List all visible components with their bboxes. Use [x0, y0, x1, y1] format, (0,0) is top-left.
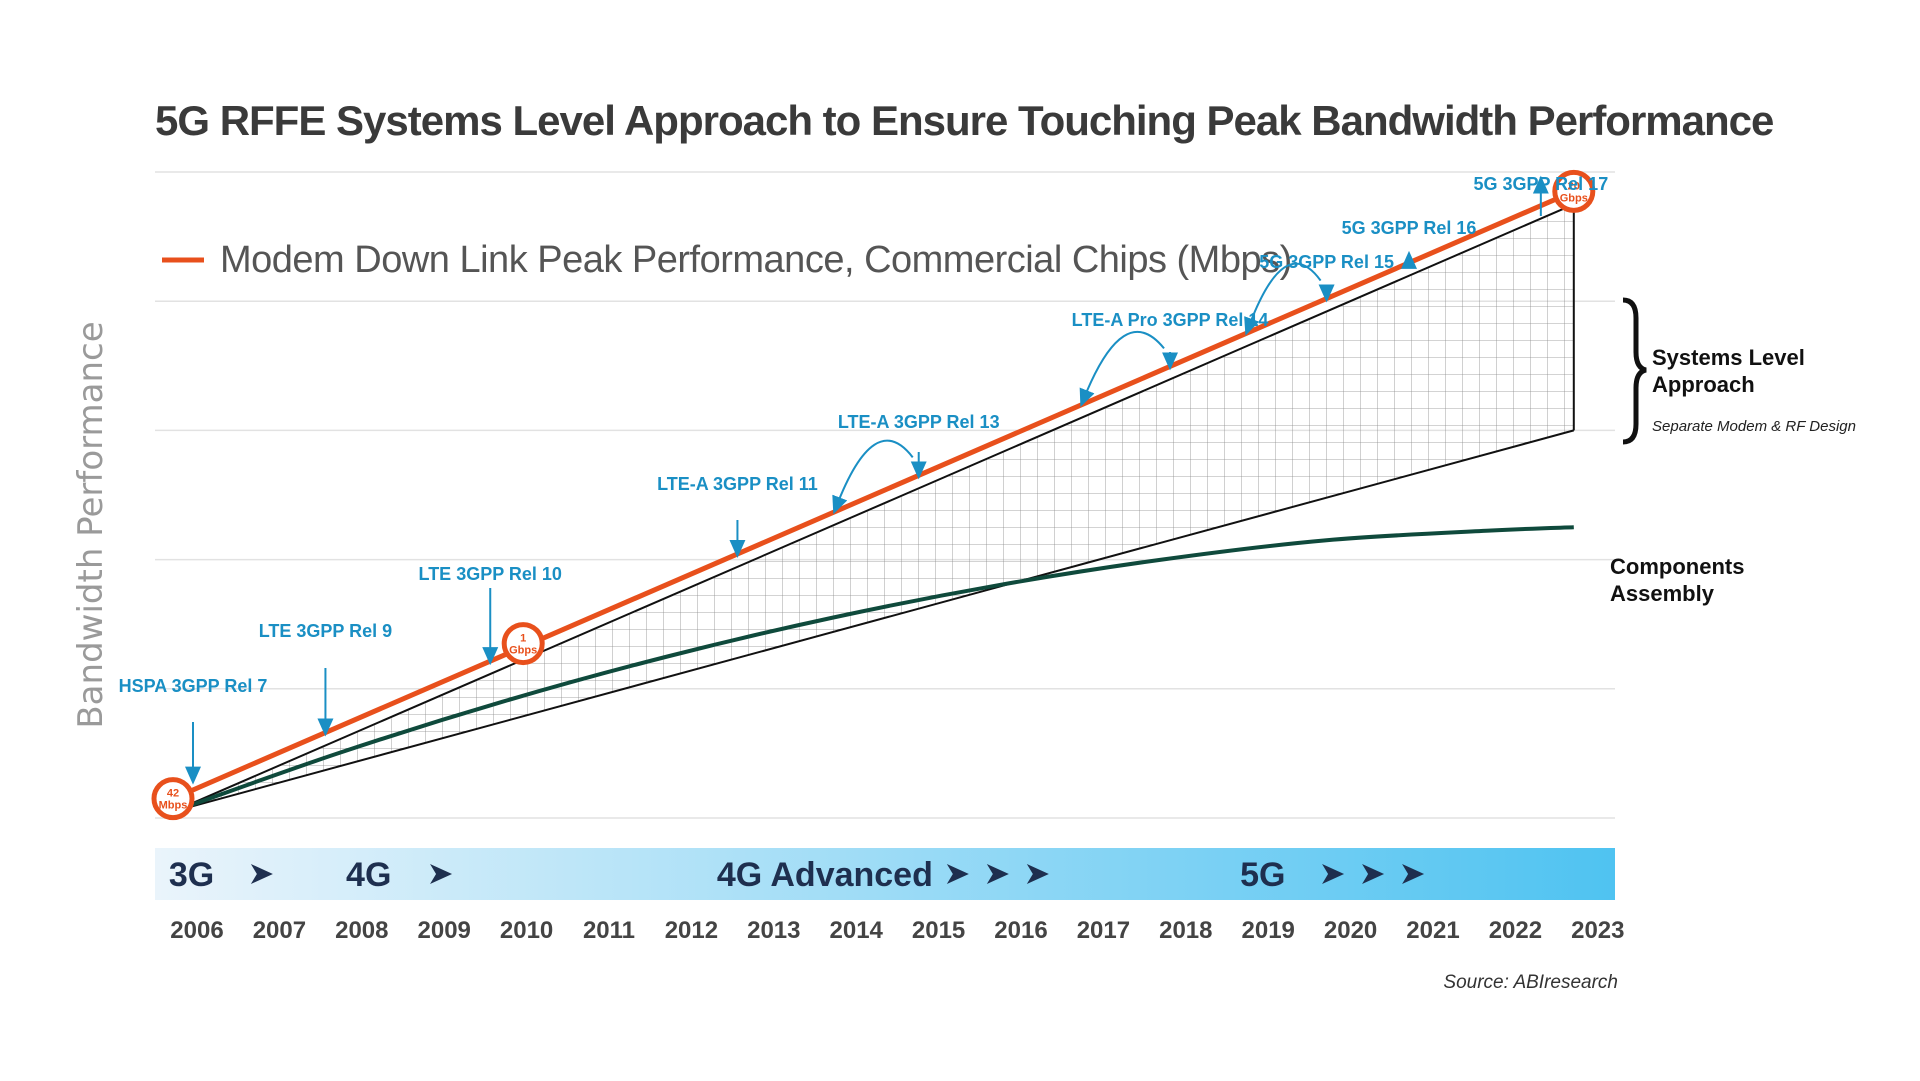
release-annotations: HSPA 3GPP Rel 7 LTE 3GPP Rel 9 LTE 3GPP Re…: [119, 174, 1608, 785]
milestone-label-line1: 42: [167, 788, 179, 800]
generation-arrow-icon: [946, 864, 969, 884]
generation-arrow-icon: [250, 864, 273, 884]
milestone-circle: [1552, 169, 1596, 213]
release-jump-arrow: [1079, 330, 1165, 408]
y-axis-label: Bandwidth Performance: [71, 321, 111, 728]
systems-level-brace: Systems Level Approach Separate Modem & …: [1622, 297, 1856, 445]
release-label: HSPA 3GPP Rel 7: [119, 676, 268, 696]
release-jump-arrow: [1244, 262, 1322, 336]
release-annotation: 5G 3GPP Rel 15: [1259, 252, 1394, 303]
release-annotation: LTE 3GPP Rel 9: [259, 621, 392, 737]
series-modem-peak-line: [172, 189, 1575, 801]
x-tick-label: 2018: [1159, 917, 1212, 944]
generation-arrow-icon: [986, 864, 1009, 884]
milestone-label-line2: Mbps: [159, 800, 188, 812]
release-label: LTE-A 3GPP Rel 11: [657, 474, 818, 494]
x-tick-label: 2017: [1077, 917, 1130, 944]
x-tick-label: 2023: [1571, 917, 1624, 944]
series-components-assembly-line: [172, 525, 1574, 814]
x-tick-label: 2012: [665, 917, 718, 944]
source-note: Source: ABIresearch: [1443, 972, 1618, 993]
release-annotation: LTE-A 3GPP Rel 11: [657, 474, 818, 558]
release-label: LTE 3GPP Rel 10: [419, 564, 562, 584]
series-lower-bound-line: [172, 429, 1575, 813]
generation-label: 3G: [169, 856, 214, 894]
components-assembly-line1: Components: [1610, 554, 1744, 579]
release-jump-arrow: [832, 439, 914, 515]
brace-shape: [1622, 297, 1647, 445]
x-tick-label: 2013: [747, 917, 800, 944]
systems-level-subtitle: Separate Modem & RF Design: [1652, 418, 1856, 435]
x-tick-label: 2022: [1489, 917, 1542, 944]
x-tick-label: 2014: [830, 917, 884, 944]
legend: Modem Down Link Peak Performance, Commer…: [162, 239, 1292, 281]
x-tick-label: 2008: [335, 917, 388, 944]
systems-level-label-line2: Approach: [1652, 372, 1755, 397]
generation-labels: 3G 4G 4G Advanced 5G: [169, 856, 1425, 894]
milestone-label-line2: Gbps: [509, 645, 537, 657]
release-annotation: LTE-A Pro 3GPP Rel 14: [1072, 310, 1269, 371]
release-label: LTE-A Pro 3GPP Rel 14: [1072, 310, 1269, 330]
generation-arrow-icon: [430, 864, 453, 884]
x-tick-label: 2019: [1242, 917, 1295, 944]
legend-label: Modem Down Link Peak Performance, Commer…: [220, 239, 1292, 281]
release-annotation: LTE-A 3GPP Rel 13: [838, 412, 1000, 480]
release-annotation: LTE 3GPP Rel 10: [419, 564, 562, 666]
release-label: 5G 3GPP Rel 16: [1342, 218, 1477, 238]
generation-arrow-icon: [1362, 864, 1385, 884]
release-label: LTE 3GPP Rel 9: [259, 621, 392, 641]
release-annotation: HSPA 3GPP Rel 7: [119, 676, 268, 785]
x-tick-label: 2016: [994, 917, 1047, 944]
generation-arrow-icon: [1026, 864, 1049, 884]
x-tick-label: 2009: [418, 917, 471, 944]
release-annotation: 5G 3GPP Rel 17: [1473, 174, 1608, 216]
generation-label: 5G: [1240, 856, 1285, 894]
milestone-label-line1: 1: [520, 633, 526, 645]
milestone-label-line1: 20: [1568, 180, 1580, 192]
milestone-label-line2: Gbps: [1560, 192, 1588, 204]
x-tick-label: 2006: [170, 917, 223, 944]
x-axis-ticks: 2006 2007 2008 2009 2010 2011 2012 2013 2014 2015…: [170, 917, 1624, 944]
x-tick-label: 2015: [912, 917, 965, 944]
systems-level-label-line1: Systems Level: [1652, 345, 1805, 370]
x-tick-label: 2020: [1324, 917, 1377, 944]
generation-label: 4G Advanced: [717, 856, 933, 894]
generation-arrow-icon: [1402, 864, 1425, 884]
milestone-circle: [151, 777, 195, 821]
release-label: 5G 3GPP Rel 15: [1259, 252, 1394, 272]
generation-label: 4G: [346, 856, 391, 894]
x-tick-label: 2021: [1406, 917, 1459, 944]
generation-arrow-icon: [1322, 864, 1345, 884]
x-tick-label: 2010: [500, 917, 553, 944]
chart-title: 5G RFFE Systems Level Approach to Ensure…: [155, 97, 1773, 144]
release-label: LTE-A 3GPP Rel 13: [838, 412, 1000, 432]
release-annotation: 5G 3GPP Rel 16: [1342, 218, 1477, 269]
x-tick-label: 2007: [253, 917, 306, 944]
series-upper-bound-line: [172, 203, 1575, 813]
x-tick-label: 2011: [583, 917, 635, 944]
release-label: 5G 3GPP Rel 17: [1473, 174, 1608, 194]
components-assembly-line2: Assembly: [1610, 581, 1715, 606]
milestone-circle: [501, 622, 545, 666]
